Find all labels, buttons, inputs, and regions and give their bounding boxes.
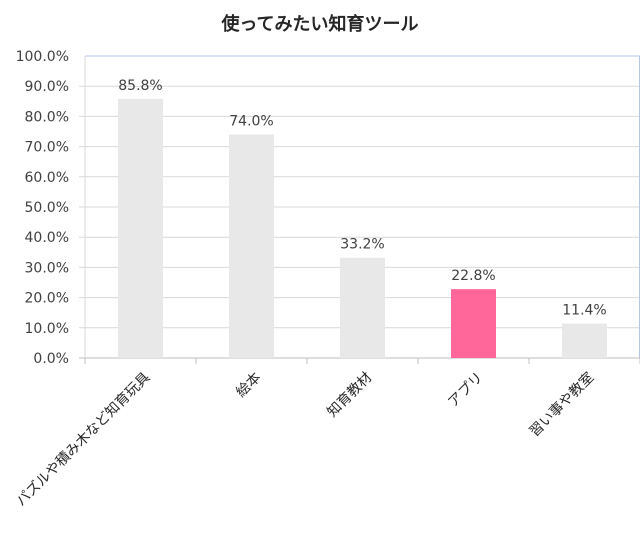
x-category-label: 習い事や教室 <box>526 369 597 440</box>
bar <box>562 323 607 358</box>
y-tick-label: 60.0% <box>25 170 69 186</box>
y-tick-label: 30.0% <box>25 260 69 276</box>
y-tick-label: 100.0% <box>16 49 69 65</box>
y-tick-label: 40.0% <box>25 230 69 246</box>
chart-title: 使ってみたい知育ツール <box>220 13 418 35</box>
data-label: 85.8% <box>118 78 162 94</box>
bar <box>229 134 274 358</box>
x-category-label: アプリ <box>445 370 486 411</box>
x-category-label: 知育教材 <box>324 369 376 421</box>
y-tick-label: 50.0% <box>25 200 69 216</box>
bar <box>118 98 163 358</box>
y-tick-label: 70.0% <box>25 140 69 156</box>
bar <box>451 289 496 358</box>
bar <box>340 257 385 358</box>
y-tick-label: 80.0% <box>25 109 69 125</box>
y-tick-label: 10.0% <box>25 321 69 337</box>
x-category-label: 絵本 <box>233 370 264 401</box>
y-tick-label: 0.0% <box>33 351 69 367</box>
data-label: 22.8% <box>451 268 495 284</box>
data-label: 33.2% <box>340 237 384 253</box>
data-label: 74.0% <box>229 114 273 130</box>
y-tick-label: 90.0% <box>25 79 69 95</box>
y-tick-label: 20.0% <box>25 291 69 307</box>
x-category-label: パズルや積み木など知育玩具 <box>13 369 154 510</box>
data-label: 11.4% <box>562 303 606 319</box>
